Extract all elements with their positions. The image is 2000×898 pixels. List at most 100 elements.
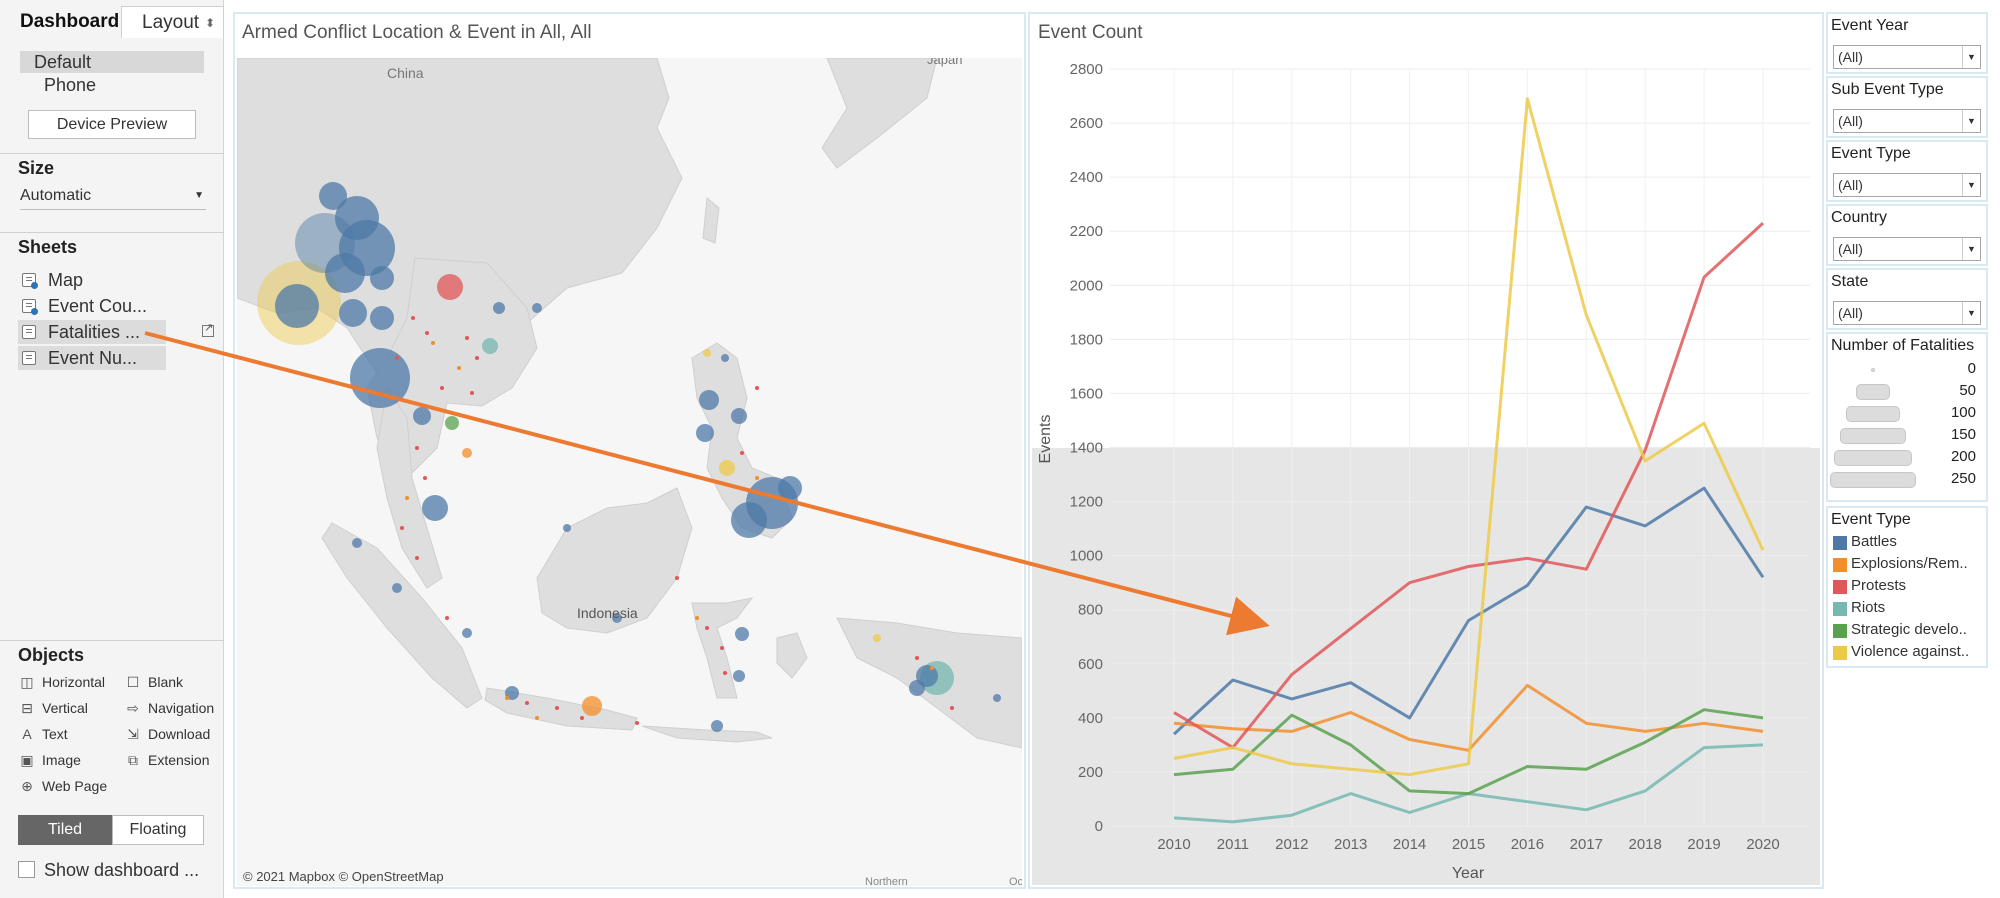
legend-swatch [1833,624,1847,638]
size-dropdown[interactable]: Automatic ▼ [20,184,206,210]
sheet-item-event-number[interactable]: Event Nu... [18,346,166,370]
x-tick-label: 2020 [1746,836,1779,853]
event-marker[interactable] [319,182,347,210]
filter-country-dropdown[interactable]: (All) ▼ [1833,237,1981,261]
y-tick-label: 600 [1078,656,1103,673]
legend-item-strategic[interactable]: Strategic develo.. [1831,620,1986,640]
event-marker[interactable] [703,349,711,357]
x-tick-label: 2014 [1393,836,1426,853]
event-marker[interactable] [993,694,1001,702]
size-level-label: 50 [1959,382,1976,399]
event-marker[interactable] [482,338,498,354]
event-marker[interactable] [392,583,402,593]
object-vertical[interactable]: ⊟ Vertical [18,698,88,718]
horizontal-container-icon: ◫ [20,674,34,690]
series-line-violence-against[interactable] [1173,97,1765,777]
checkbox-icon[interactable] [18,861,35,878]
sheet-item-fatalities[interactable]: Fatalities ... [18,320,166,344]
event-marker[interactable] [563,524,571,532]
object-label: Blank [148,674,184,690]
object-navigation[interactable]: ⇨ Navigation [124,698,214,718]
filter-sub-event-type-dropdown[interactable]: (All) ▼ [1833,109,1981,133]
event-count-chart[interactable]: 0 200 400 600 800 1000 1200 1400 1600 1800 2000 220… [1030,14,1822,887]
object-download[interactable]: ⇲ Download [124,724,210,744]
event-marker[interactable] [696,424,714,442]
objects-heading: Objects [18,645,85,665]
event-marker[interactable] [735,627,749,641]
object-label: Extension [148,752,210,768]
event-marker[interactable] [422,495,448,521]
sheet-item-event-count[interactable]: Event Cou... [18,294,168,318]
object-label: Navigation [148,700,215,716]
open-external-icon[interactable] [202,321,214,337]
event-marker[interactable] [445,416,459,430]
filter-event-type-dropdown[interactable]: (All) ▼ [1833,173,1981,197]
device-preview-button[interactable]: Device Preview [28,110,196,139]
event-marker[interactable] [339,299,367,327]
y-tick-label: 1000 [1070,548,1103,565]
series-lines[interactable] [1172,97,1765,824]
event-marker[interactable] [275,284,319,328]
legend-item-violence[interactable]: Violence against.. [1831,642,1986,662]
event-marker[interactable] [731,408,747,424]
worksheet-icon [22,325,36,339]
legend-item-explosions[interactable]: Explosions/Rem.. [1831,554,1986,574]
event-marker[interactable] [493,302,505,314]
legend-item-riots[interactable]: Riots [1831,598,1986,618]
x-tick-label: 2018 [1629,836,1662,853]
tiled-toggle-button[interactable]: Tiled [18,815,112,845]
map-canvas[interactable]: China Japan Indonesia Northern Oc [237,58,1022,886]
object-image[interactable]: ▣ Image [18,750,81,770]
device-phone-item[interactable]: Phone [44,75,97,95]
event-marker[interactable] [719,460,735,476]
event-marker[interactable] [532,303,542,313]
series-line-battles[interactable] [1172,486,1765,736]
event-marker[interactable] [731,502,767,538]
event-marker[interactable] [873,634,881,642]
device-default-item[interactable]: Default [20,51,204,73]
map-label-indonesia: Indonesia [577,605,638,621]
object-blank[interactable]: ☐ Blank [124,672,183,692]
sheet-item-map[interactable]: Map [18,268,168,292]
tab-layout[interactable]: Layout ⬍ [121,6,224,38]
event-marker[interactable] [778,476,802,500]
event-marker[interactable] [413,407,431,425]
filter-event-year-dropdown[interactable]: (All) ▼ [1833,45,1981,69]
event-marker[interactable] [462,448,472,458]
object-extension[interactable]: ⧉ Extension [124,750,209,770]
object-horizontal[interactable]: ◫ Horizontal [18,672,105,692]
event-marker[interactable] [505,686,519,700]
map-view[interactable]: Armed Conflict Location & Event in All, … [233,12,1026,889]
event-marker[interactable] [711,720,723,732]
event-marker[interactable] [909,680,925,696]
show-dashboard-title-checkbox[interactable]: Show dashboard ... [18,858,199,882]
event-marker[interactable] [370,306,394,330]
event-marker[interactable] [582,696,602,716]
filter-value: (All) [1838,305,1863,321]
navigation-icon: ⇨ [127,700,139,716]
object-web-page[interactable]: ⊕ Web Page [18,776,107,796]
event-marker[interactable] [370,266,394,290]
event-marker[interactable] [699,390,719,410]
event-marker[interactable] [352,538,362,548]
legend-item-protests[interactable]: Protests [1831,576,1986,596]
event-marker[interactable] [733,670,745,682]
event-marker[interactable] [437,274,463,300]
legend-item-battles[interactable]: Battles [1831,532,1986,552]
event-marker[interactable] [335,196,379,240]
event-marker[interactable] [721,354,729,362]
series-line-strategic-develo[interactable] [1173,708,1764,796]
chevron-down-icon: ▼ [1962,302,1980,324]
floating-toggle-button[interactable]: Floating [112,815,204,845]
y-tick-label: 2200 [1070,223,1103,240]
map-attribution: © 2021 Mapbox © OpenStreetMap [243,869,444,884]
object-text[interactable]: A Text [18,724,67,744]
event-marker[interactable] [325,253,365,293]
y-axis-title: Events [1037,415,1054,464]
event-count-chart-view[interactable]: Event Count 0 200 400 600 800 1000 1200 1400 160… [1028,12,1824,889]
event-marker[interactable] [350,348,410,408]
tab-dashboard[interactable]: Dashboard [0,6,121,38]
event-marker[interactable] [462,628,472,638]
filter-state-dropdown[interactable]: (All) ▼ [1833,301,1981,325]
series-line-protests[interactable] [1173,221,1765,750]
